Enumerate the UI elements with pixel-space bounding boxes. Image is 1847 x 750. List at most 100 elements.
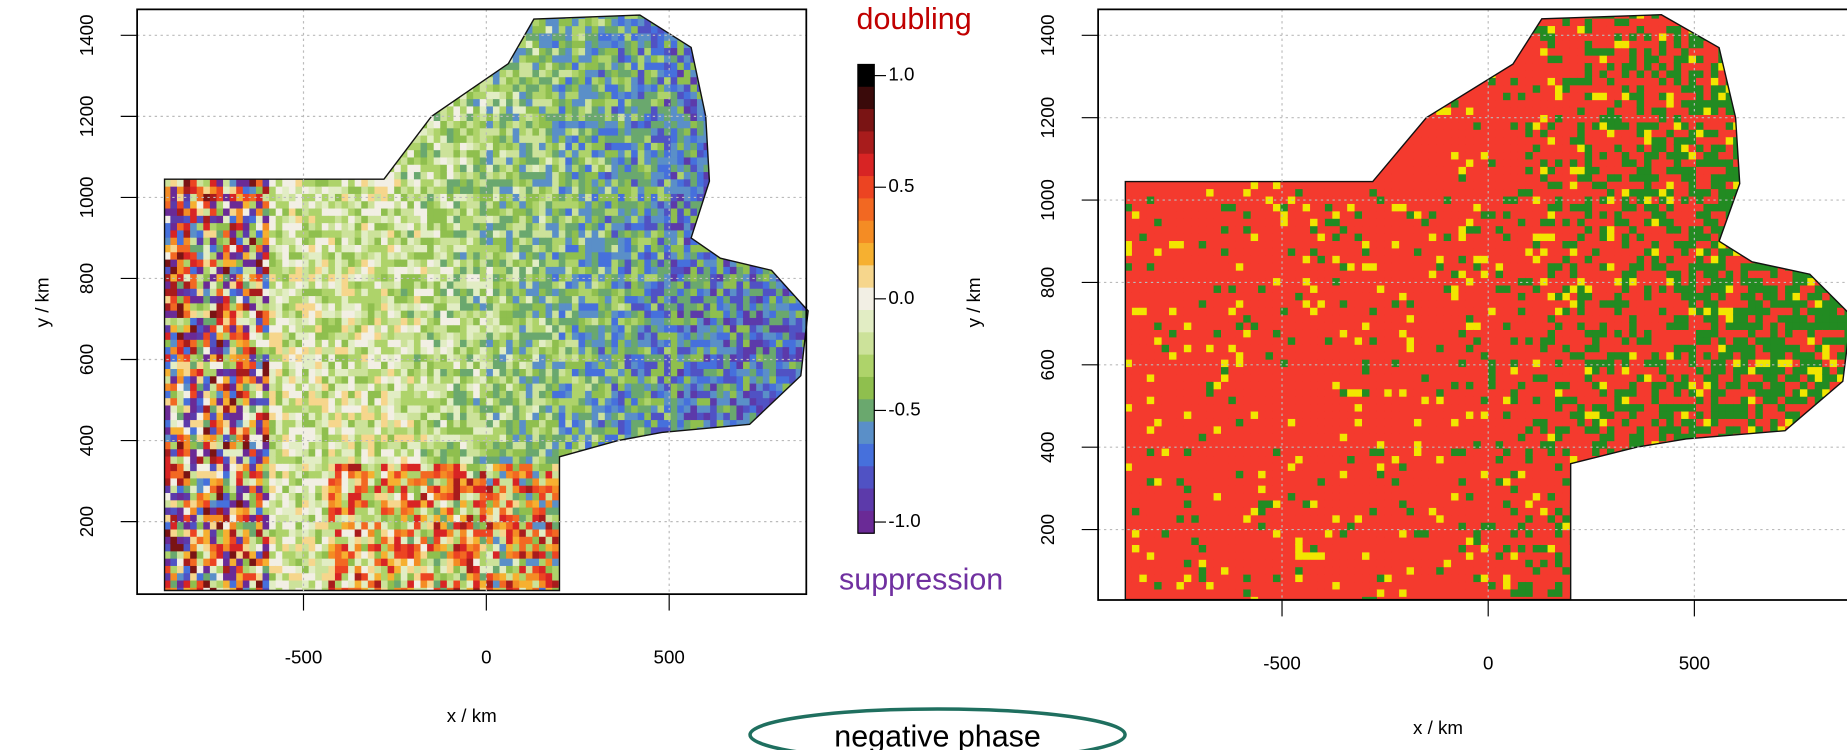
map-cell <box>335 171 342 179</box>
map-cell <box>421 390 428 398</box>
map-cell <box>374 142 381 150</box>
map-cell <box>421 18 428 26</box>
map-cell <box>177 18 184 26</box>
map-cell <box>407 201 414 209</box>
map-cell <box>210 514 217 522</box>
map-cell <box>216 288 223 296</box>
map-cell <box>467 69 474 77</box>
map-cell <box>190 354 197 362</box>
map-cell <box>440 128 447 136</box>
map-cell <box>295 551 302 559</box>
map-cell <box>315 113 322 121</box>
map-cell <box>368 77 375 85</box>
map-cell <box>249 171 256 179</box>
map-cell <box>401 266 408 274</box>
map-cell <box>559 91 566 99</box>
map-cell <box>506 419 513 427</box>
map-cell <box>453 398 460 406</box>
map-cell <box>289 551 296 559</box>
map-cell <box>440 580 447 588</box>
map-cell <box>197 215 204 223</box>
map-cell <box>197 186 204 194</box>
map-cell <box>184 128 191 136</box>
map-cell <box>223 295 230 303</box>
map-cell <box>506 91 513 99</box>
map-cell <box>190 478 197 486</box>
map-cell <box>328 492 335 500</box>
map-cell <box>216 208 223 216</box>
map-cell <box>236 179 243 187</box>
map-cell <box>427 106 434 114</box>
map-cell <box>493 398 500 406</box>
map-cell <box>532 383 539 391</box>
map-cell <box>500 135 507 143</box>
map-cell <box>282 244 289 252</box>
map-cell <box>348 551 355 559</box>
map-cell <box>223 99 230 107</box>
map-cell <box>519 580 526 588</box>
map-cell <box>177 11 184 19</box>
map-cell <box>348 471 355 479</box>
map-cell <box>289 33 296 41</box>
map-cell <box>374 62 381 70</box>
map-cell <box>249 339 256 347</box>
map-cell <box>170 208 177 216</box>
map-cell <box>546 522 553 530</box>
map-cell <box>230 281 237 289</box>
map-cell <box>401 507 408 515</box>
map-cell <box>335 201 342 209</box>
map-cell <box>216 120 223 128</box>
map-cell <box>546 237 553 245</box>
map-cell <box>506 274 513 282</box>
map-cell <box>368 347 375 355</box>
map-cell <box>328 55 335 63</box>
map-cell <box>249 558 256 566</box>
map-cell <box>546 99 553 107</box>
map-cell <box>315 230 322 238</box>
map-cell <box>552 478 559 486</box>
map-cell <box>552 412 559 420</box>
map-cell <box>249 208 256 216</box>
map-cell <box>467 186 474 194</box>
map-cell <box>460 223 467 231</box>
map-cell <box>388 376 395 384</box>
map-cell <box>467 354 474 362</box>
map-cell <box>460 500 467 508</box>
map-cell <box>447 113 454 121</box>
map-cell <box>263 398 270 406</box>
map-cell <box>269 259 276 267</box>
map-cell <box>309 91 316 99</box>
map-cell <box>203 383 210 391</box>
map-cell <box>447 383 454 391</box>
map-cell <box>276 565 283 573</box>
map-cell <box>500 565 507 573</box>
map-cell <box>500 99 507 107</box>
map-cell <box>486 573 493 581</box>
map-cell <box>328 223 335 231</box>
map-cell <box>493 171 500 179</box>
map-cell <box>170 419 177 427</box>
map-cell <box>473 529 480 537</box>
map-cell <box>401 303 408 311</box>
map-cell <box>276 106 283 114</box>
map-cell <box>315 186 322 194</box>
map-cell <box>368 332 375 340</box>
map-cell <box>453 223 460 231</box>
map-cell <box>276 208 283 216</box>
map-cell <box>348 441 355 449</box>
map-cell <box>249 223 256 231</box>
map-cell <box>210 441 217 449</box>
map-cell <box>421 62 428 70</box>
map-cell <box>249 128 256 136</box>
map-cell <box>486 142 493 150</box>
map-cell <box>263 164 270 172</box>
map-cell <box>190 91 197 99</box>
map-cell <box>249 565 256 573</box>
map-cell <box>381 427 388 435</box>
map-cell <box>309 150 316 158</box>
map-cell <box>282 150 289 158</box>
map-cell <box>315 281 322 289</box>
map-cell <box>493 354 500 362</box>
map-cell <box>355 522 362 530</box>
map-cell <box>519 368 526 376</box>
